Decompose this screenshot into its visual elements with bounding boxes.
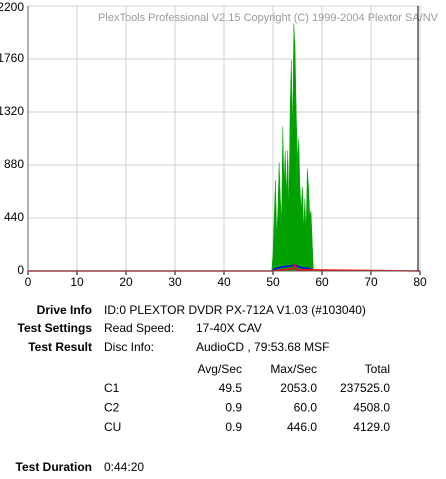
chart: 0 440 880 1320 1760 2200 0 10 20 30 40 50 60 70 80 Plex…	[0, 0, 439, 289]
table-rows: C1 49.5 2053.0 237525.0 C2 0.9 60.0 4508.0 CU 0.9…	[104, 381, 390, 434]
settings-value: 17-40X CAV	[196, 321, 262, 335]
table-header: Max/Sec	[270, 362, 317, 376]
result-key: Disc Info:	[104, 340, 154, 354]
table-cell: 0.9	[225, 401, 242, 415]
result-label: Test Result	[28, 340, 92, 354]
duration-value: 0:44:20	[104, 460, 144, 474]
table-cell: 60.0	[294, 401, 318, 415]
table-cell: 2053.0	[280, 381, 317, 395]
x-tick-label: 60	[315, 275, 329, 289]
y-tick-label: 1760	[0, 51, 24, 65]
table-header: Total	[365, 362, 390, 376]
x-tick-label: 50	[266, 275, 280, 289]
y-tick-label: 0	[17, 263, 24, 277]
result-value: AudioCD , 79:53.68 MSF	[196, 340, 329, 354]
y-tick-label: 1320	[0, 104, 24, 118]
drive-label: Drive Info	[37, 303, 92, 317]
row-label: CU	[104, 420, 121, 434]
y-tick-label: 880	[4, 157, 24, 171]
table-cell: 49.5	[219, 381, 243, 395]
x-tick-label: 20	[119, 275, 133, 289]
table-cell: 0.9	[225, 420, 242, 434]
y-tick-label: 440	[4, 210, 24, 224]
table-cell: 4508.0	[353, 401, 390, 415]
table-cell: 446.0	[287, 420, 317, 434]
series-area	[271, 23, 314, 272]
x-tick-label: 70	[364, 275, 378, 289]
x-tick-label: 10	[70, 275, 84, 289]
x-tick-label: 80	[413, 275, 427, 289]
duration-label: Test Duration	[16, 460, 92, 474]
drive-value: ID:0 PLEXTOR DVDR PX-712A V1.03 (#103040…	[104, 303, 366, 317]
x-tick-label: 40	[217, 275, 231, 289]
table-cell: 4129.0	[353, 420, 390, 434]
x-tick-label: 30	[168, 275, 182, 289]
settings-label: Test Settings	[18, 321, 93, 335]
row-label: C2	[104, 401, 120, 415]
row-label: C1	[104, 381, 120, 395]
y-tick-label: 2200	[0, 0, 24, 14]
table-header: Avg/Sec	[198, 362, 242, 376]
x-tick-label: 0	[25, 275, 32, 289]
settings-key: Read Speed:	[104, 321, 174, 335]
table-cell: 237525.0	[340, 381, 390, 395]
watermark: PlexTools Professional V2.15 Copyright (…	[98, 12, 439, 24]
